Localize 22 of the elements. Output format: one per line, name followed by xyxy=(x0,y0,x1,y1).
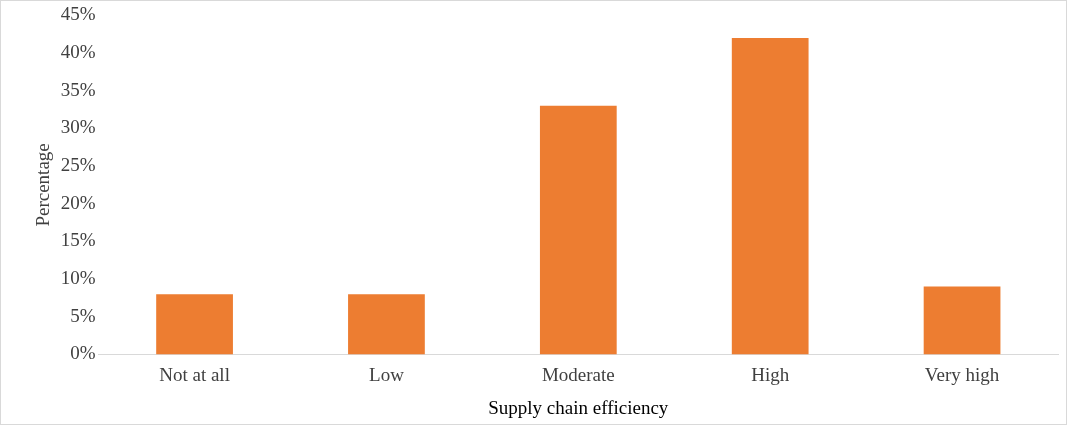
bar xyxy=(156,294,233,355)
x-tick-label: Not at all xyxy=(159,363,230,385)
y-tick-label: 0% xyxy=(70,342,96,364)
bar xyxy=(348,294,425,355)
x-tick-label: Low xyxy=(369,363,405,385)
x-tick-label: High xyxy=(751,363,790,385)
bar xyxy=(539,105,617,355)
y-tick-label: 20% xyxy=(60,191,96,213)
y-tick-label: 15% xyxy=(60,229,96,251)
y-tick-label: 10% xyxy=(60,267,96,289)
y-tick-label: 25% xyxy=(60,154,96,176)
y-tick-label: 30% xyxy=(60,116,96,138)
x-tick-label: Moderate xyxy=(541,363,615,385)
bar xyxy=(923,286,1001,355)
x-tick-label: Very high xyxy=(924,363,1000,385)
y-tick-label: 35% xyxy=(60,78,96,100)
bar xyxy=(731,38,809,355)
y-tick-label: 5% xyxy=(70,304,96,326)
y-axis-title: Percentage xyxy=(32,143,54,227)
y-tick-label: 40% xyxy=(60,41,96,63)
y-tick-label: 45% xyxy=(60,3,96,25)
x-axis-title: Supply chain efficiency xyxy=(488,396,669,418)
